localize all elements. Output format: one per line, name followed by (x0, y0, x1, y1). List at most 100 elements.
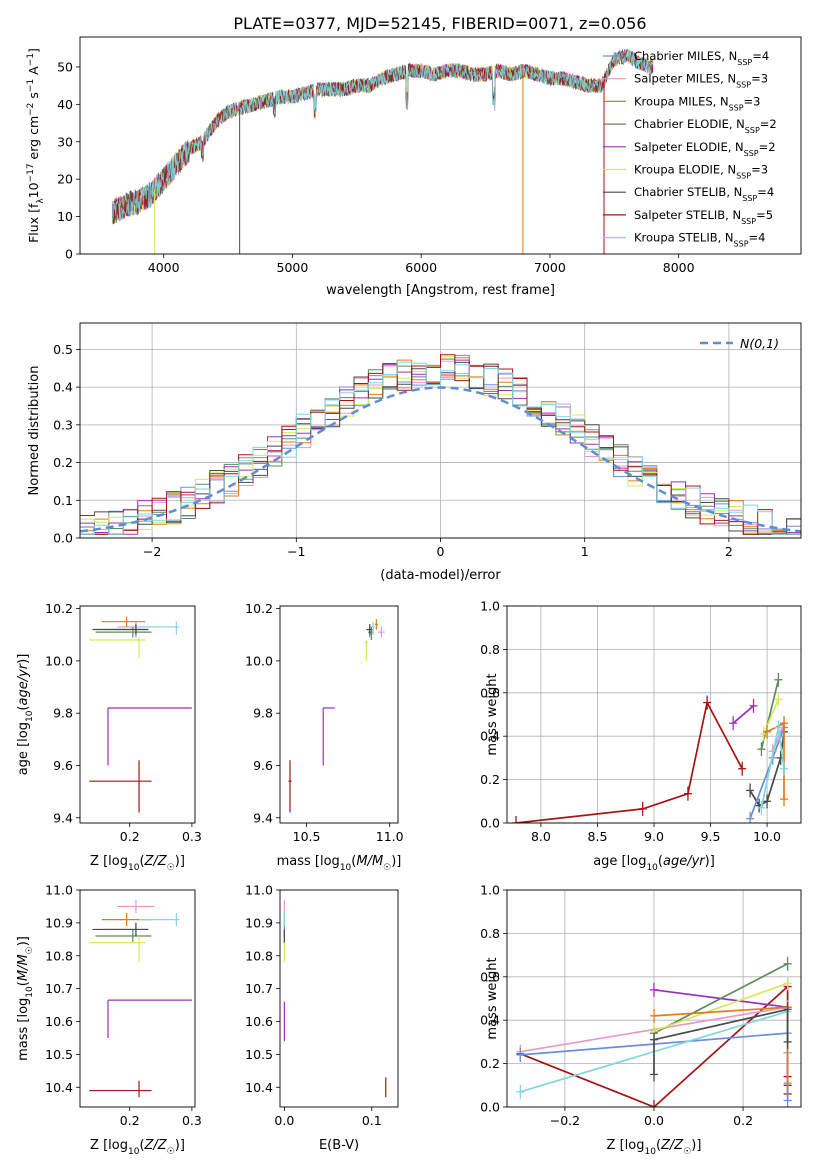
legend-value: =2 (759, 140, 776, 154)
x-axis-label: (data-model)/error (380, 568, 501, 583)
x-tick-label: 10.5 (293, 829, 321, 844)
x-tick-label: 9.5 (701, 829, 721, 844)
legend-value: =3 (751, 72, 768, 86)
y-tick-label: 10.8 (45, 948, 73, 963)
axis-label-part: age [log (593, 854, 646, 869)
mass-vs-ebv-panel: 0.0 0.1 10.4 10.5 10.6 10.7 10.8 10.9 11.0 E(B-V) (245, 883, 399, 1153)
axis-label-part: age [log (16, 722, 31, 775)
axis-label-part: ☉ (167, 863, 175, 873)
legend-value: =4 (757, 185, 774, 199)
y-tick-label: 0.0 (480, 816, 500, 831)
y-axis-label: Normed distribution (27, 366, 42, 496)
y-tick-label: 10.4 (245, 1080, 273, 1095)
legend-label: Chabrier ELODIE, N (634, 117, 745, 131)
y-tick-label: 0.4 (53, 380, 73, 395)
x-tick-label: 0.3 (182, 829, 202, 844)
y-axis-label: age [log10(age/yr)] (16, 654, 35, 776)
plot-area (111, 48, 654, 254)
y-tick-label: 9.8 (53, 706, 73, 721)
y-tick-label: 0.4 (480, 729, 500, 744)
x-axis-label: mass [log10(M/M☉)] (277, 854, 402, 873)
x-tick-label: 1 (581, 544, 589, 559)
x-axis-label: Z [log10(Z/Z☉)] (607, 1138, 702, 1157)
axis-label-part: ( (16, 981, 31, 986)
y-tick-label: 10.6 (245, 1014, 273, 1029)
x-tick-label: −0.2 (550, 1113, 580, 1128)
residual-histogram-panel: −2 −1 0 1 2 0.0 0.1 0.2 0.3 0.4 0.5 N(0,1) (data-mod… (27, 322, 802, 583)
y-tick-label: 0 (65, 247, 73, 262)
axis-label-part: ☉ (167, 1147, 175, 1157)
x-axis-label: Z [log10(Z/Z☉)] (90, 854, 185, 873)
y-tick-label: 11.0 (245, 883, 273, 898)
axis-label-part: age/yr (663, 854, 706, 869)
legend-entry: Kroupa MILES, NSSP=3 (634, 94, 760, 112)
plot-area (512, 672, 789, 823)
axes-frame (506, 889, 802, 1108)
x-tick-label: 8000 (663, 260, 695, 275)
y-tick-label: 20 (57, 172, 73, 187)
legend-label: Salpeter ELODIE, N (634, 140, 744, 154)
x-tick-label: 0.2 (120, 829, 140, 844)
spectrum-line (111, 50, 654, 224)
x-tick-label: 2 (725, 544, 733, 559)
y-axis-label-part: s (26, 92, 41, 103)
axis-label-part: ( (658, 854, 663, 869)
x-tick-label: 10.0 (753, 829, 781, 844)
axis-label-part: Z/Z (144, 1138, 168, 1153)
axis-label-part: 10 (646, 863, 658, 873)
y-tick-label: 30 (57, 134, 73, 149)
y-tick-label: 10.4 (45, 1080, 73, 1095)
axis-label-part: )] (16, 936, 31, 946)
y-tick-label: 10.0 (245, 653, 273, 668)
legend-label: Kroupa ELODIE, N (634, 163, 736, 177)
y-tick-label: 40 (57, 97, 73, 112)
x-tick-label: 11.0 (376, 829, 404, 844)
y-tick-label: 10.2 (45, 601, 73, 616)
y-tick-label: 0.2 (480, 772, 500, 787)
legend-entry: Chabrier STELIB, NSSP=4 (634, 185, 774, 203)
y-tick-label: 10.9 (45, 915, 73, 930)
legend-label: Salpeter MILES, N (634, 72, 736, 86)
axis-label-part: mass [log (277, 854, 340, 869)
y-tick-label: 9.8 (253, 706, 273, 721)
legend-label: N(0,1) (740, 336, 779, 351)
y-tick-label: 0.1 (53, 493, 73, 508)
axes-frame (506, 605, 802, 824)
axis-label-part: Z [log (607, 1138, 645, 1153)
legend-entry: Chabrier MILES, NSSP=4 (634, 49, 769, 67)
y-tick-label: 0.5 (53, 342, 73, 357)
y-tick-label: 9.4 (53, 810, 73, 825)
y-tick-label: 9.4 (253, 810, 273, 825)
legend-value: =3 (744, 94, 761, 108)
axis-label-part: ( (656, 1138, 661, 1153)
series-line (653, 963, 788, 1034)
x-tick-label: 0 (437, 544, 445, 559)
y-tick-label: 0.4 (480, 1013, 500, 1028)
y-tick-label: 0.6 (480, 969, 500, 984)
axis-label-part: ( (16, 706, 31, 711)
y-tick-label: 10.7 (245, 981, 273, 996)
y-tick-label: 0.2 (53, 455, 73, 470)
plot-area (89, 616, 192, 813)
axis-label-part: ( (139, 1138, 144, 1153)
axis-label-part: ☉ (383, 863, 391, 873)
y-tick-label: 0.0 (480, 1100, 500, 1115)
y-tick-label: 10.5 (245, 1047, 273, 1062)
axis-label-part: ( (351, 854, 356, 869)
legend-label: Kroupa STELIB, N (634, 231, 734, 245)
y-tick-label: 1.0 (480, 883, 500, 898)
series-line (515, 700, 743, 823)
plot-area (516, 956, 792, 1107)
plot-area (80, 354, 801, 535)
axis-label-part: )] (175, 1138, 185, 1153)
legend-sub: SSP (734, 239, 749, 248)
legend-value: =2 (760, 117, 777, 131)
legend-value: =3 (751, 163, 768, 177)
x-tick-label: 0.0 (274, 1113, 294, 1128)
legend-sub: SSP (736, 80, 751, 89)
x-axis-label: E(B-V) (319, 1138, 359, 1153)
x-axis-label: age [log10(age/yr)] (593, 854, 715, 873)
axis-label-part: ( (139, 854, 144, 869)
legend-label: Chabrier STELIB, N (634, 185, 742, 199)
age-vs-metallicity-panel: 0.2 0.39.49.69.810.010.2Z [log10(Z/Z☉)]ag… (16, 601, 202, 873)
